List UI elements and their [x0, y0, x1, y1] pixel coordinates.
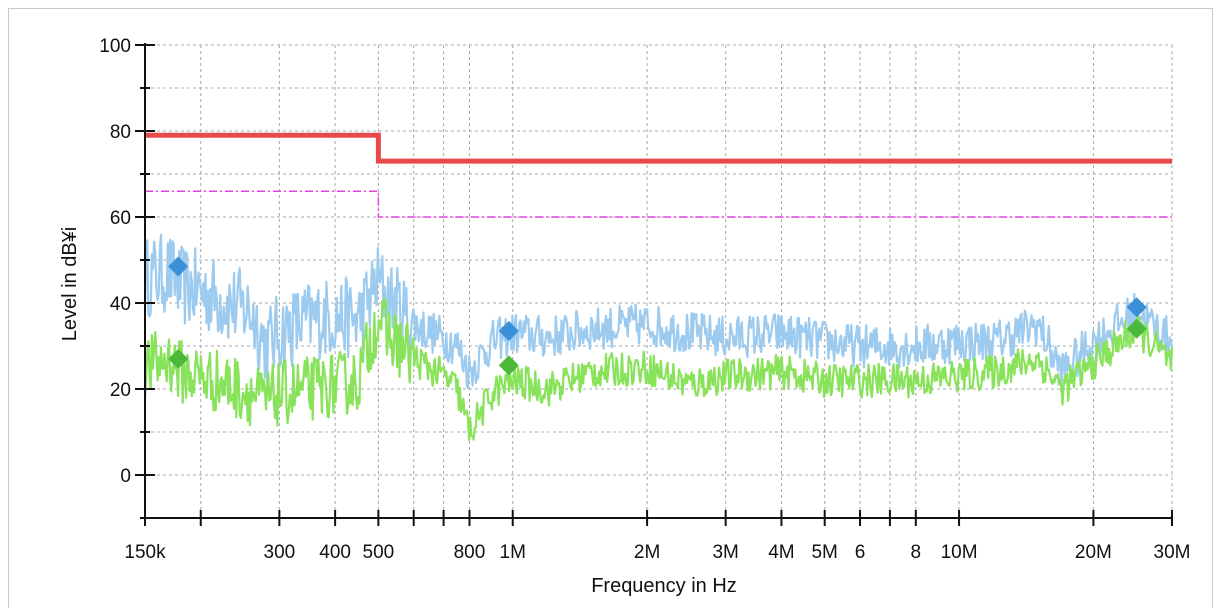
x-tick-label: 1M: [500, 542, 526, 563]
y-tick-label: 60: [110, 208, 131, 229]
x-tick-label: 150k: [124, 542, 166, 563]
data-series: [143, 132, 1174, 441]
y-tick-label: 100: [99, 36, 131, 57]
y-tick-label: 0: [120, 466, 131, 487]
y-tick-label: 80: [110, 122, 131, 143]
peak-marker: [168, 256, 189, 277]
x-tick-label: 20M: [1075, 542, 1112, 563]
average-marker: [1126, 318, 1147, 339]
x-tick-label: 30M: [1154, 542, 1191, 563]
x-tick-label: 500: [363, 542, 395, 563]
average-marker: [498, 355, 519, 376]
x-tick-label: 2M: [634, 542, 660, 563]
limit-line-average: [145, 190, 1172, 218]
average-marker: [168, 348, 189, 369]
peak-marker: [498, 320, 519, 341]
average-trace-line: [143, 297, 1174, 441]
y-tick-label: 20: [110, 380, 131, 401]
x-tick-label: 400: [319, 542, 351, 563]
x-tick-label: 3M: [712, 542, 738, 563]
x-tick-label: 10M: [941, 542, 978, 563]
x-tick-label: 4M: [768, 542, 794, 563]
y-tick-label: 40: [110, 294, 131, 315]
chart-frame: [8, 8, 1213, 608]
x-tick-label: 6: [855, 542, 866, 563]
x-tick-label: 800: [454, 542, 486, 563]
peak-marker: [1126, 297, 1147, 318]
limit-line-quasi-peak: [145, 132, 1172, 164]
x-tick-label: 5M: [811, 542, 837, 563]
x-axis-title: Frequency in Hz: [591, 575, 737, 597]
x-tick-label: 300: [264, 542, 296, 563]
grid: [145, 44, 1173, 518]
y-axis-title: Level in dB¥i: [59, 227, 81, 342]
peak-trace-line: [143, 233, 1174, 393]
axes: 0 20 40 60 80 100 150k 300 400 500 800 1M 2M 3M 4M 5M 6 8…: [99, 36, 1190, 563]
x-tick-label: 8: [911, 542, 922, 563]
